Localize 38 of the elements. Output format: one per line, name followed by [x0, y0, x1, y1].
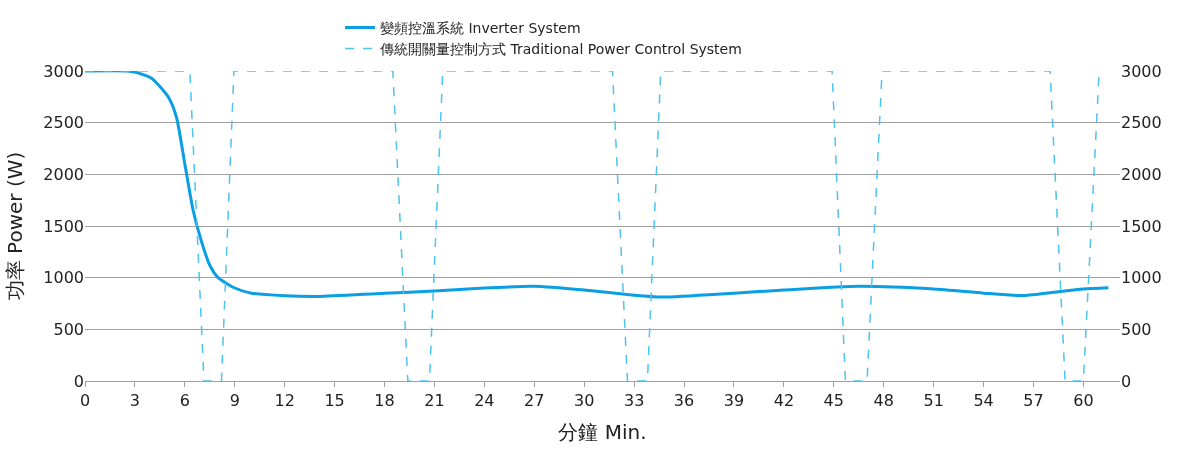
y2-tick-label: 2000 — [1121, 164, 1162, 184]
x-tick-label: 51 — [923, 391, 944, 411]
y-tick-label: 3000 — [43, 61, 84, 81]
legend-label: 變頻控溫系統 Inverter System — [380, 19, 581, 36]
legend-label: 傳統開關量控制方式 Traditional Power Control System — [379, 41, 742, 58]
y-tick-label: 500 — [53, 319, 84, 339]
x-tick-label: 24 — [474, 391, 495, 411]
x-tick-label: 45 — [823, 391, 844, 411]
y2-tick-label: 2500 — [1121, 113, 1162, 133]
y2-tick-label: 1000 — [1121, 268, 1162, 288]
x-tick-label: 12 — [274, 391, 295, 411]
y2-tick-label: 0 — [1121, 371, 1132, 391]
y-tick-label: 2500 — [43, 113, 84, 133]
x-tick-label: 18 — [374, 391, 395, 411]
x-tick-label: 9 — [229, 391, 240, 411]
y-tick-label: 2000 — [43, 164, 84, 184]
x-tick-label: 48 — [873, 391, 894, 411]
x-tick-label: 36 — [673, 391, 695, 411]
x-tick-label: 27 — [524, 391, 545, 411]
x-tick-label: 60 — [1073, 391, 1094, 411]
y-tick-label: 1000 — [43, 268, 84, 288]
x-tick-label: 42 — [773, 391, 795, 411]
y-tick-label: 0 — [73, 371, 84, 391]
x-tick-label: 3 — [129, 391, 141, 411]
y-tick-label: 1500 — [43, 216, 84, 236]
y-axis-title: 功率 Power (W) — [2, 151, 27, 301]
y2-tick-label: 500 — [1121, 319, 1152, 339]
x-tick-label: 6 — [179, 391, 190, 411]
x-tick-label: 33 — [623, 391, 645, 411]
x-tick-label: 54 — [973, 391, 994, 411]
y2-tick-label: 1500 — [1121, 216, 1162, 236]
x-tick-label: 30 — [574, 391, 595, 411]
x-axis-title: 分鐘 Min. — [558, 419, 647, 444]
x-tick-label: 57 — [1023, 391, 1044, 411]
x-tick-label: 15 — [324, 391, 345, 411]
x-tick-label: 39 — [723, 391, 745, 411]
x-tick-label: 21 — [424, 391, 445, 411]
y2-tick-label: 3000 — [1121, 61, 1162, 81]
